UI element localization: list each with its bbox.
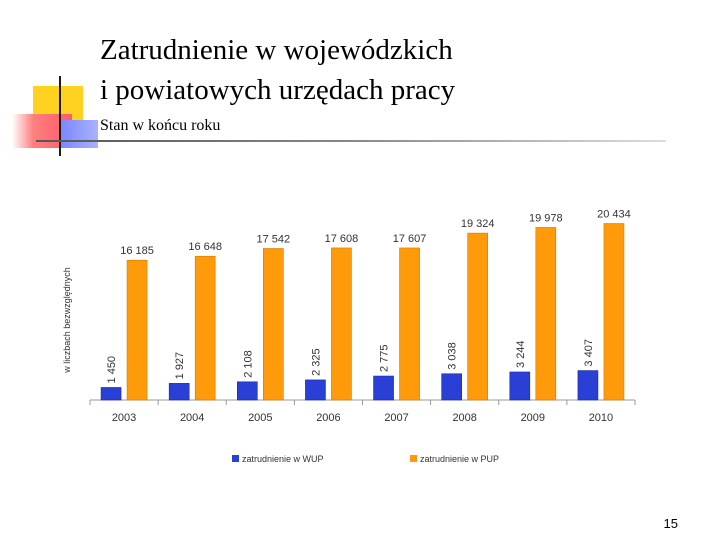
x-tick-label-2010: 2010 [589,412,613,424]
data-label-pup-2009: 19 978 [529,212,563,224]
y-axis-label: w liczbach bezwzględnych [62,267,72,374]
data-label-wup-2008: 3 038 [447,342,459,370]
x-tick-label-2007: 2007 [384,412,408,424]
bar-wup-2006 [305,379,326,401]
data-label-pup-2010: 20 434 [597,209,631,221]
data-label-wup-2009: 3 244 [515,340,527,368]
bar-wup-2008 [441,373,462,401]
data-label-pup-2007: 17 607 [393,233,427,245]
bar-pup-2006 [331,247,352,401]
legend-swatch-wup [232,455,239,462]
bar-wup-2010 [577,370,599,401]
x-tick-label-2005: 2005 [248,412,272,424]
x-tick-label-2003: 2003 [112,412,136,424]
data-label-pup-2005: 17 542 [256,234,290,246]
data-label-wup-2003: 1 450 [106,356,118,384]
slide-title: Zatrudnienie w wojewódzkich i powiatowyc… [100,30,455,110]
bar-pup-2004 [194,255,216,401]
bar-chart: w liczbach bezwzględnych 1 450 16 185 2003 1… [62,209,636,464]
legend-label-pup: zatrudnienie w PUP [420,454,499,464]
bar-pup-2003 [126,259,148,401]
legend-label-wup: zatrudnienie w WUP [242,454,324,464]
page-number: 15 [663,516,678,531]
x-tick-label-2006: 2006 [316,412,340,424]
title-line-2: i powiatowych urzędach pracy [100,74,456,106]
data-label-wup-2007: 2 775 [379,345,391,373]
data-label-pup-2003: 16 185 [120,245,154,257]
data-label-wup-2010: 3 407 [583,339,595,367]
data-label-wup-2004: 1 927 [174,352,186,380]
title-underline [36,140,666,142]
decor-vertical-line [59,76,61,156]
legend-swatch-pup [410,455,417,462]
bar-pup-2007 [399,247,420,401]
data-label-wup-2005: 2 108 [242,350,254,378]
title-line-1: Zatrudnienie w wojewódzkich [100,34,453,66]
bar-pup-2005 [263,248,284,401]
slide-subtitle: Stan w końcu roku [100,117,221,134]
data-label-pup-2006: 17 608 [325,233,359,245]
bar-wup-2007 [373,375,394,401]
bar-pup-2009 [535,227,557,401]
bar-wup-2003 [100,387,122,401]
bar-wup-2005 [237,381,258,401]
bar-pup-2008 [467,232,488,401]
data-label-wup-2006: 2 325 [310,348,322,376]
x-tick-label-2008: 2008 [452,412,476,424]
bar-wup-2009 [509,371,531,401]
bar-pup-2010 [603,223,625,401]
bar-wup-2004 [168,383,190,401]
x-tick-label-2004: 2004 [180,412,204,424]
data-label-pup-2004: 16 648 [188,241,222,253]
decor-blue-square [60,120,98,148]
data-label-pup-2008: 19 324 [461,218,495,230]
x-tick-label-2009: 2009 [521,412,545,424]
